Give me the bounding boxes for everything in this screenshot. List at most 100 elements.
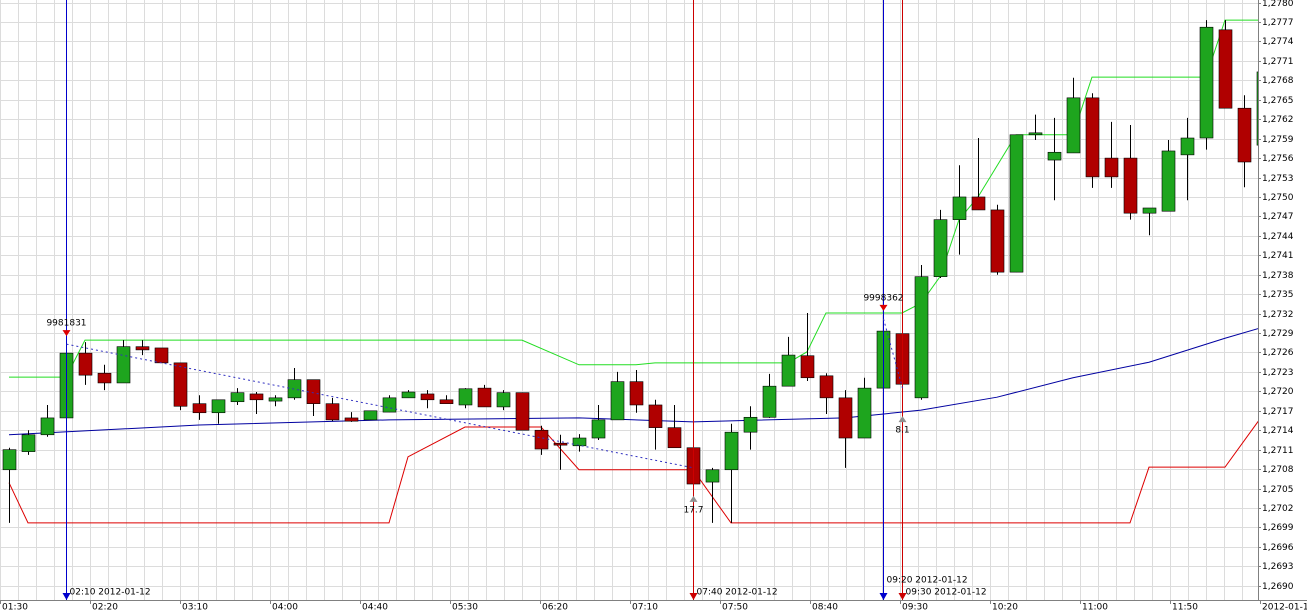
candle-body — [401, 391, 416, 399]
candle-body — [933, 219, 948, 277]
candle-body — [477, 387, 492, 408]
x-tick-label: 09:30 — [902, 603, 928, 613]
y-tick-label: 1,2759 — [1262, 135, 1294, 145]
event-label: 02:10 2012-01-12 — [70, 588, 151, 598]
candle-body — [648, 404, 663, 428]
y-tick-label: 1,2762 — [1262, 115, 1294, 125]
candle-body — [249, 393, 264, 401]
candle-body — [838, 397, 853, 439]
event-marker — [62, 593, 71, 600]
candle-body — [420, 393, 435, 401]
x-tick-label: 04:40 — [362, 603, 388, 613]
y-tick-label: 1,2741 — [1262, 251, 1294, 261]
event-label: 09:20 2012-01-12 — [887, 576, 968, 586]
candle-body — [287, 379, 302, 399]
candle-body — [1066, 97, 1081, 154]
candle-body — [116, 346, 131, 384]
candle-body — [97, 372, 112, 384]
candle-body — [21, 434, 36, 452]
y-tick-label: 1,2723 — [1262, 368, 1294, 378]
candle-body — [762, 385, 777, 418]
trade-marker — [898, 416, 907, 423]
candle-body — [40, 417, 55, 436]
x-tick-label: 07:50 — [722, 603, 748, 613]
x-tick-label: 01:30 — [2, 603, 28, 613]
candle-body — [553, 442, 568, 446]
candle-body — [2, 449, 17, 471]
y-tick-label: 1,2753 — [1262, 174, 1294, 184]
x-tick-label: 11:00 — [1082, 603, 1108, 613]
candle-body — [1256, 71, 1258, 146]
candle-body — [1085, 97, 1100, 178]
y-tick-label: 1,2720 — [1262, 387, 1294, 397]
trade-label: 9981831 — [46, 319, 86, 329]
candle-body — [515, 392, 530, 431]
candle-body — [781, 354, 796, 387]
event-label: 07:40 2012-01-12 — [697, 588, 778, 598]
x-tick-label: 07:10 — [632, 603, 658, 613]
candle-body — [1142, 207, 1157, 214]
x-tick-label: 05:30 — [452, 603, 478, 613]
y-tick-label: 1,2738 — [1262, 271, 1294, 281]
y-tick-label: 1,2768 — [1262, 76, 1294, 86]
candle-body — [819, 375, 834, 399]
candle-body — [1123, 157, 1138, 214]
candle-body — [344, 417, 359, 422]
y-tick-label: 1,2696 — [1262, 543, 1294, 553]
candle-body — [1218, 29, 1233, 109]
y-tick-label: 1,2732 — [1262, 310, 1294, 320]
candle-body — [743, 416, 758, 433]
candle-body — [135, 346, 150, 351]
y-tick-label: 1,2708 — [1262, 465, 1294, 475]
candle-body — [705, 469, 720, 483]
x-tick-label: 04:00 — [272, 603, 298, 613]
event-marker — [689, 593, 698, 600]
trade-marker — [689, 495, 698, 502]
x-tick-label: 02:20 — [92, 603, 118, 613]
candle-body — [154, 347, 169, 364]
candle-body — [1104, 157, 1119, 178]
candle-body — [971, 196, 986, 211]
y-tick-label: 1,2717 — [1262, 407, 1294, 417]
candle-body — [230, 392, 245, 403]
y-tick-label: 1,2750 — [1262, 193, 1294, 203]
x-tick-label: 2012-01-1 — [1262, 603, 1307, 613]
y-tick-label: 1,2690 — [1262, 582, 1294, 592]
y-tick-label: 1,2747 — [1262, 212, 1294, 222]
y-tick-label: 1,2726 — [1262, 348, 1294, 358]
candle-body — [990, 209, 1005, 273]
candle-body — [724, 431, 739, 471]
x-tick-label: 03:10 — [182, 603, 208, 613]
y-tick-label: 1,2705 — [1262, 485, 1294, 495]
y-tick-label: 1,2699 — [1262, 523, 1294, 533]
candle-body — [572, 437, 587, 447]
candle-body — [78, 352, 93, 376]
candle-body — [800, 355, 815, 379]
candle-body — [629, 381, 644, 406]
candle-body — [1180, 137, 1195, 156]
candle-body — [1161, 150, 1176, 212]
y-tick-label: 1,2774 — [1262, 37, 1294, 47]
candle-body — [610, 381, 625, 421]
candle-body — [952, 196, 967, 220]
trade-marker — [62, 330, 71, 337]
candle-body — [857, 387, 872, 439]
y-tick-label: 1,2765 — [1262, 96, 1294, 106]
candle-body — [1047, 151, 1062, 161]
y-tick-label: 1,2702 — [1262, 504, 1294, 514]
y-tick-label: 1,2711 — [1262, 446, 1294, 456]
event-marker — [898, 593, 907, 600]
candle-body — [1009, 134, 1024, 273]
x-tick-label: 06:20 — [542, 603, 568, 613]
candle-body — [591, 419, 606, 439]
candle-body — [496, 392, 511, 408]
event-marker — [879, 593, 888, 600]
y-tick-label: 1,2744 — [1262, 232, 1294, 242]
candle-body — [914, 276, 929, 399]
plot-area — [0, 0, 1258, 600]
candle-body — [306, 379, 321, 404]
event-label: 09:30 2012-01-12 — [906, 588, 987, 598]
indicator-line — [8, 420, 1258, 524]
